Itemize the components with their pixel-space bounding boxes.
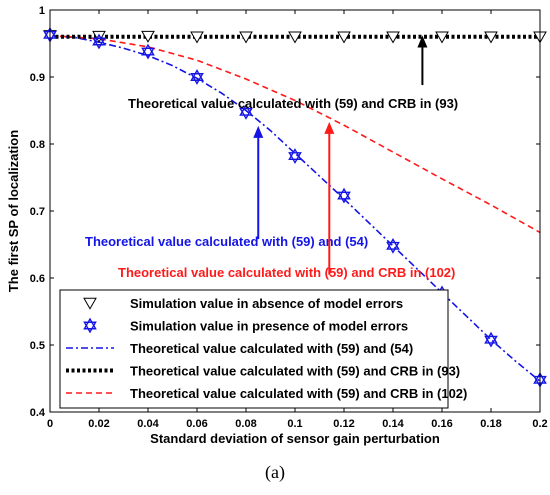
annotation-arrow-head (324, 121, 335, 134)
hexagram-up (337, 187, 351, 200)
legend-entry-1: Simulation value in presence of model er… (83, 317, 408, 334)
hexagram-marker (190, 69, 204, 85)
annotation-0: Theoretical value calculated with (59) a… (128, 35, 458, 111)
x-tick-label: 0.08 (235, 418, 256, 430)
hexagram-up (239, 103, 253, 116)
hexagram-down (190, 73, 204, 85)
x-tick-label: 0.18 (480, 418, 501, 430)
legend-label: Simulation value in absence of model err… (130, 296, 403, 311)
annotation-text: Theoretical value calculated with (59) a… (118, 265, 455, 280)
triangle-marker (484, 31, 498, 44)
legend-label: Theoretical value calculated with (59) a… (130, 341, 413, 356)
series-line-4 (49, 34, 541, 234)
x-tick-label: 0.12 (333, 418, 354, 430)
legend-hexagram-marker (83, 317, 97, 334)
legend-entry-2: Theoretical value calculated with (59) a… (66, 341, 413, 356)
triangle-marker (239, 31, 253, 44)
hexagram-down (484, 335, 498, 348)
annotation-1: Theoretical value calculated with (59) a… (85, 125, 368, 249)
annotation-text: Theoretical value calculated with (59) a… (128, 96, 458, 111)
y-tick-label: 0.8 (30, 139, 45, 151)
hexagram-down (337, 191, 351, 204)
hexagram-marker (92, 33, 106, 50)
x-tick-label: 0.1 (287, 418, 302, 430)
legend-entry-0: Simulation value in absence of model err… (83, 296, 403, 311)
legend-entry-3: Theoretical value calculated with (59) a… (66, 364, 460, 379)
hexagram-up (141, 43, 155, 56)
y-tick-label: 0.7 (30, 206, 45, 218)
hexagram-up (83, 317, 97, 330)
figure-caption: (a) (265, 462, 285, 482)
hexagram-up (288, 148, 302, 161)
hexagram-marker (239, 103, 253, 120)
hexagram-down (141, 47, 155, 60)
annotation-arrow-head (417, 35, 428, 48)
hexagram-down (92, 37, 106, 50)
triangle-marker (386, 31, 400, 44)
y-tick-label: 0.4 (30, 407, 46, 419)
legend-label: Simulation value in presence of model er… (130, 319, 408, 334)
y-tick-label: 0.9 (30, 72, 45, 84)
x-tick-label: 0.04 (137, 418, 159, 430)
y-tick-label: 0.6 (30, 273, 45, 285)
legend-label: Theoretical value calculated with (59) a… (130, 364, 460, 379)
x-tick-label: 0.14 (382, 418, 404, 430)
hexagram-up (386, 237, 400, 250)
hexagram-up (92, 33, 106, 46)
hexagram-marker (141, 43, 155, 60)
triangle-marker (337, 31, 351, 44)
annotation-arrow-head (253, 125, 264, 138)
legend-entry-4: Theoretical value calculated with (59) a… (66, 386, 467, 401)
triangle-marker (92, 30, 106, 43)
y-tick-label: 0.5 (30, 340, 45, 352)
annotation-text: Theoretical value calculated with (59) a… (85, 234, 368, 249)
x-axis-title: Standard deviation of sensor gain pertur… (150, 431, 440, 446)
legend-label: Theoretical value calculated with (59) a… (130, 386, 467, 401)
hexagram-marker (288, 148, 302, 164)
plot-frame (49, 9, 541, 413)
x-tick-label: 0.2 (532, 418, 547, 430)
x-tick-label: 0.02 (88, 418, 109, 430)
hexagram-up (484, 331, 498, 344)
hexagram-down (83, 321, 97, 334)
legend-triangle-marker (83, 297, 97, 310)
legend-box (59, 289, 449, 409)
triangle-marker (190, 31, 204, 44)
annotation-2: Theoretical value calculated with (59) a… (118, 121, 455, 280)
hexagram-marker (337, 187, 351, 204)
hexagram-down (239, 107, 253, 120)
x-tick-label: 0 (47, 418, 53, 430)
x-tick-label: 0.06 (186, 418, 207, 430)
hexagram-marker (386, 237, 400, 254)
hexagram-down (386, 241, 400, 254)
x-tick-label: 0.16 (431, 418, 452, 430)
y-axis-title: The first SP of localization (6, 130, 21, 292)
triangle-marker (141, 30, 155, 43)
hexagram-marker (484, 331, 498, 348)
hexagram-down (288, 152, 302, 164)
hexagram-up (190, 69, 204, 81)
y-tick-label: 1 (39, 5, 45, 17)
triangle-marker (435, 31, 449, 44)
triangle-marker (288, 31, 302, 44)
